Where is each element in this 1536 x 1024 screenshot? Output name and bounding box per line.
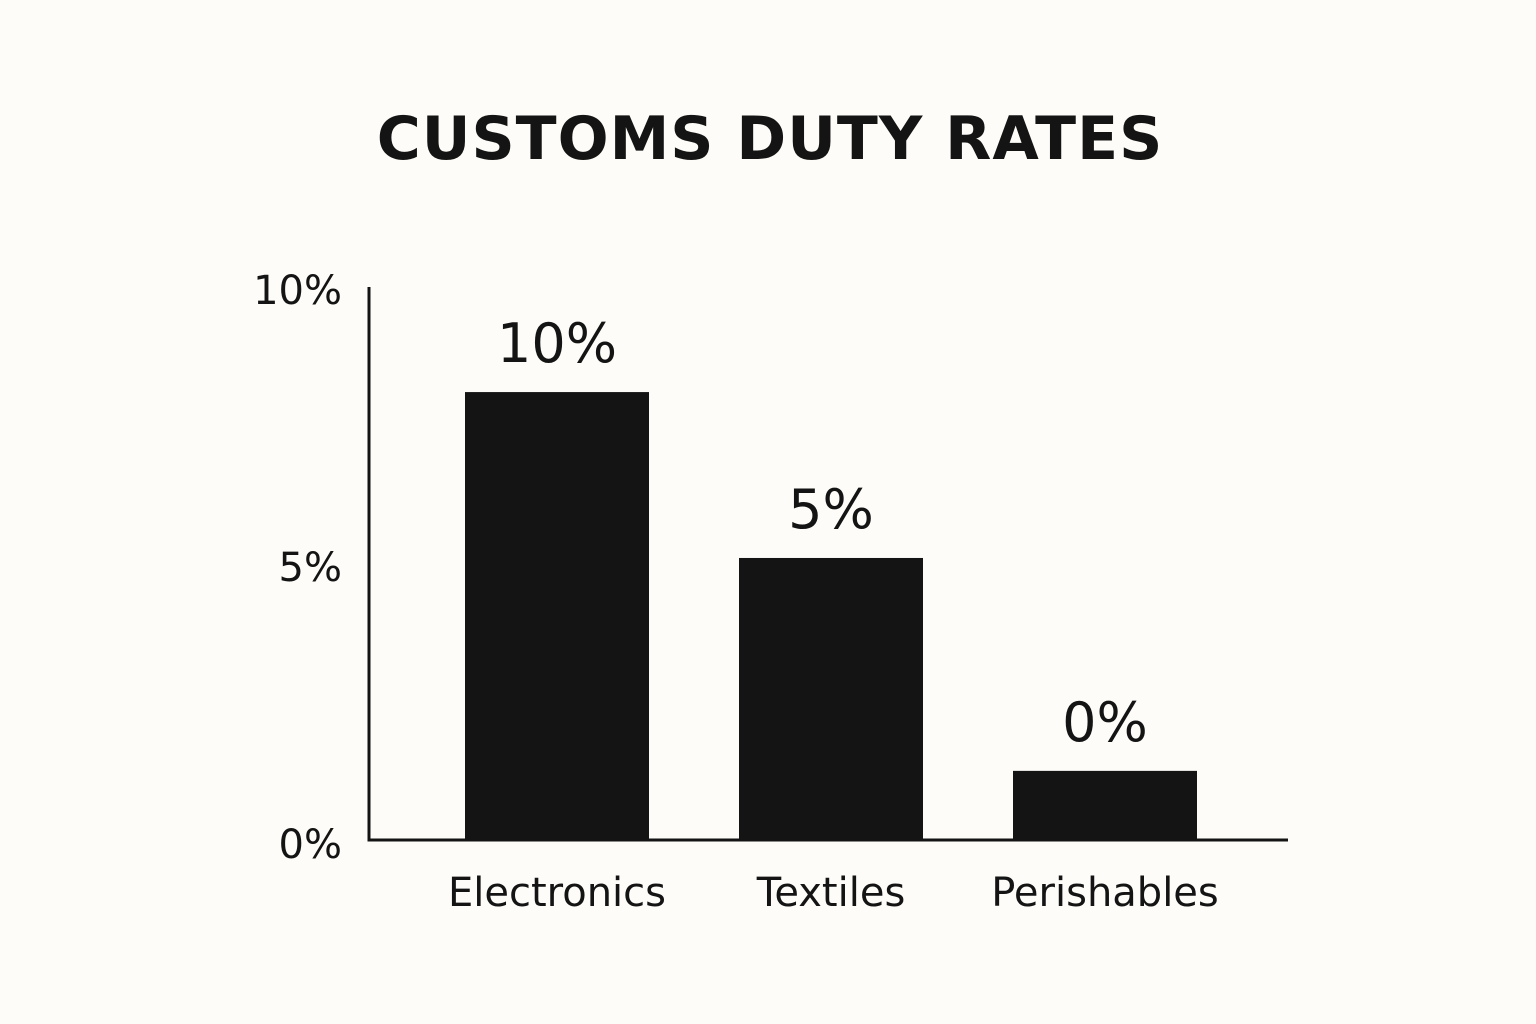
y-tick-label-0: 0% xyxy=(279,822,342,868)
y-tick-label-10: 10% xyxy=(253,268,342,314)
bar-perishables xyxy=(1013,770,1197,840)
data-label-electronics: 10% xyxy=(497,312,617,375)
data-label-textiles: 5% xyxy=(788,478,874,541)
x-tick-label-electronics: Electronics xyxy=(448,870,666,916)
axes-layer xyxy=(367,287,1288,842)
y-tick-label-5: 5% xyxy=(279,545,342,591)
labels-layer: 10% Electronics 5% Textiles 0% Perishables 0% 5… xyxy=(253,268,1219,916)
bar-textiles xyxy=(739,557,923,840)
x-tick-label-perishables: Perishables xyxy=(991,870,1219,916)
bar-electronics xyxy=(465,392,649,840)
chart-title: CUSTOMS DUTY RATES xyxy=(376,104,1164,174)
x-tick-label-textiles: Textiles xyxy=(756,870,906,916)
bars-layer xyxy=(465,392,1197,840)
data-label-perishables: 0% xyxy=(1062,691,1148,754)
